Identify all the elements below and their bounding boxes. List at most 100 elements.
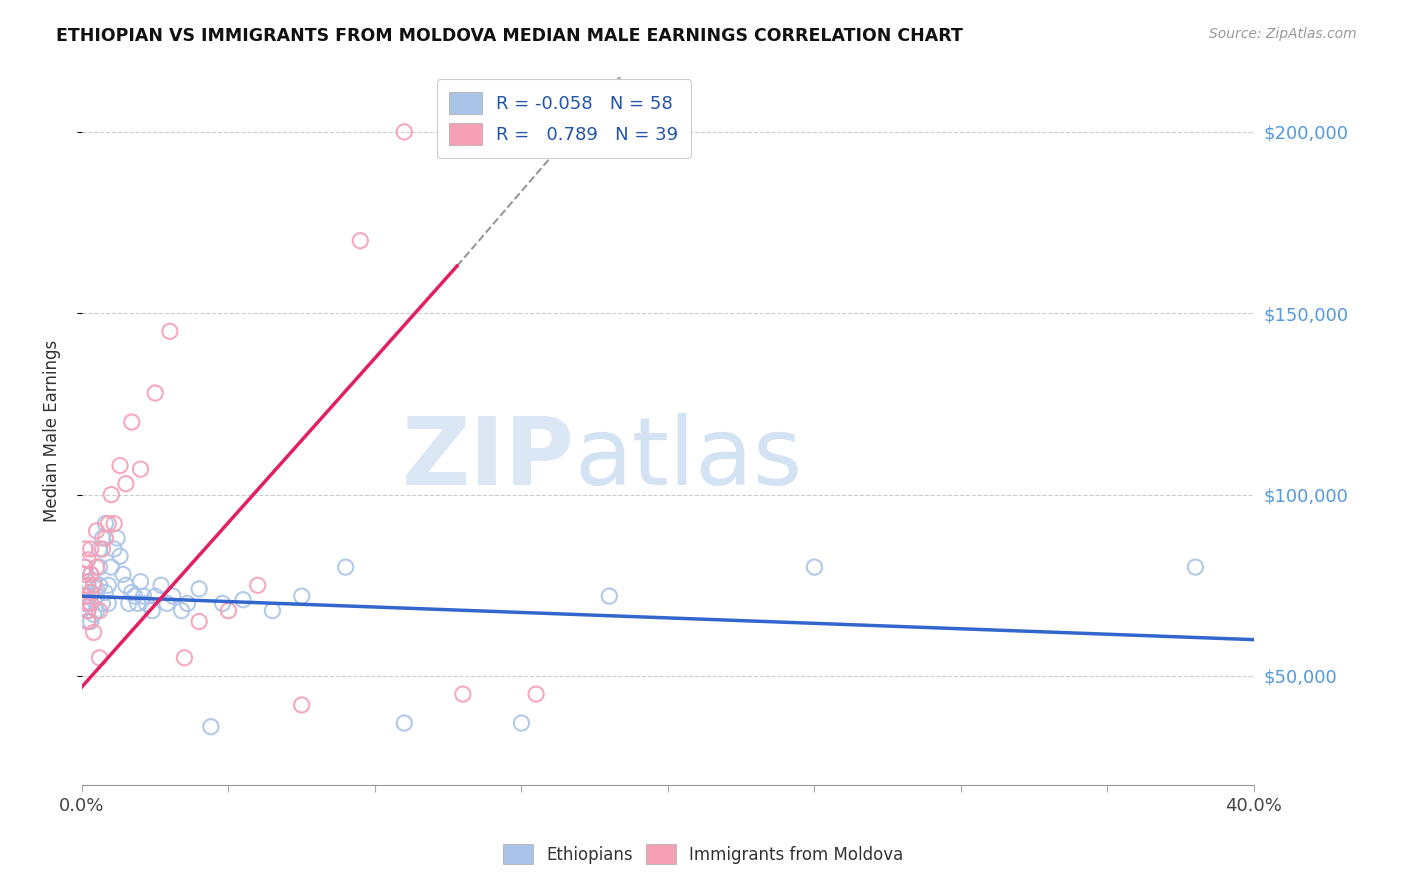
- Point: [108, 549, 131, 564]
- Point: [141, 604, 163, 618]
- Point: [86, 589, 108, 603]
- Point: [188, 615, 211, 629]
- Point: [76, 574, 98, 589]
- Point: [159, 324, 181, 338]
- Point: [170, 604, 193, 618]
- Point: [115, 476, 138, 491]
- Point: [80, 615, 103, 629]
- Point: [291, 698, 314, 712]
- Point: [108, 458, 131, 473]
- Point: [97, 596, 120, 610]
- Point: [76, 604, 98, 618]
- Point: [232, 592, 254, 607]
- Point: [80, 567, 103, 582]
- Point: [86, 560, 108, 574]
- Point: [394, 125, 416, 139]
- Point: [91, 596, 114, 610]
- Point: [100, 560, 122, 574]
- Point: [451, 687, 474, 701]
- Point: [217, 604, 239, 618]
- Point: [510, 716, 533, 731]
- Point: [103, 516, 125, 531]
- Point: [143, 589, 166, 603]
- Point: [162, 589, 184, 603]
- Point: [156, 596, 179, 610]
- Point: [80, 596, 103, 610]
- Point: [335, 560, 357, 574]
- Point: [173, 650, 195, 665]
- Point: [121, 415, 143, 429]
- Point: [803, 560, 825, 574]
- Text: ZIP: ZIP: [401, 413, 574, 506]
- Point: [76, 553, 98, 567]
- Point: [91, 531, 114, 545]
- Point: [143, 386, 166, 401]
- Point: [129, 574, 152, 589]
- Point: [129, 462, 152, 476]
- Point: [80, 596, 103, 610]
- Point: [115, 578, 138, 592]
- Point: [246, 578, 269, 592]
- Point: [83, 592, 105, 607]
- Text: atlas: atlas: [574, 413, 803, 506]
- Point: [100, 487, 122, 501]
- Text: Source: ZipAtlas.com: Source: ZipAtlas.com: [1209, 27, 1357, 41]
- Point: [73, 589, 96, 603]
- Point: [76, 604, 98, 618]
- Point: [73, 578, 96, 592]
- Point: [76, 589, 98, 603]
- Point: [127, 596, 149, 610]
- Point: [394, 716, 416, 731]
- Point: [80, 567, 103, 582]
- Point: [80, 585, 103, 599]
- Point: [86, 524, 108, 538]
- Point: [94, 516, 117, 531]
- Point: [86, 604, 108, 618]
- Point: [211, 596, 233, 610]
- Point: [349, 234, 371, 248]
- Point: [73, 567, 96, 582]
- Point: [86, 582, 108, 596]
- Point: [132, 589, 155, 603]
- Point: [200, 720, 222, 734]
- Point: [291, 589, 314, 603]
- Point: [97, 578, 120, 592]
- Point: [80, 585, 103, 599]
- Point: [80, 541, 103, 556]
- Point: [73, 596, 96, 610]
- Point: [76, 615, 98, 629]
- Point: [83, 578, 105, 592]
- Point: [135, 596, 157, 610]
- Point: [73, 560, 96, 574]
- Point: [105, 531, 128, 545]
- Point: [73, 560, 96, 574]
- Point: [188, 582, 211, 596]
- Point: [89, 541, 111, 556]
- Point: [76, 578, 98, 592]
- Point: [94, 585, 117, 599]
- Point: [97, 516, 120, 531]
- Point: [121, 585, 143, 599]
- Text: ETHIOPIAN VS IMMIGRANTS FROM MOLDOVA MEDIAN MALE EARNINGS CORRELATION CHART: ETHIOPIAN VS IMMIGRANTS FROM MOLDOVA MED…: [56, 27, 963, 45]
- Point: [91, 541, 114, 556]
- Point: [176, 596, 198, 610]
- Point: [83, 574, 105, 589]
- Legend: Ethiopians, Immigrants from Moldova: Ethiopians, Immigrants from Moldova: [496, 838, 910, 871]
- Point: [89, 578, 111, 592]
- Point: [1184, 560, 1206, 574]
- Point: [89, 650, 111, 665]
- Point: [83, 625, 105, 640]
- Point: [83, 607, 105, 622]
- Point: [76, 615, 98, 629]
- Point: [76, 596, 98, 610]
- Point: [124, 589, 146, 603]
- Point: [94, 531, 117, 545]
- Point: [89, 560, 111, 574]
- Point: [103, 541, 125, 556]
- Point: [111, 567, 134, 582]
- Point: [598, 589, 620, 603]
- Point: [118, 596, 141, 610]
- Point: [524, 687, 547, 701]
- Point: [262, 604, 284, 618]
- Point: [73, 541, 96, 556]
